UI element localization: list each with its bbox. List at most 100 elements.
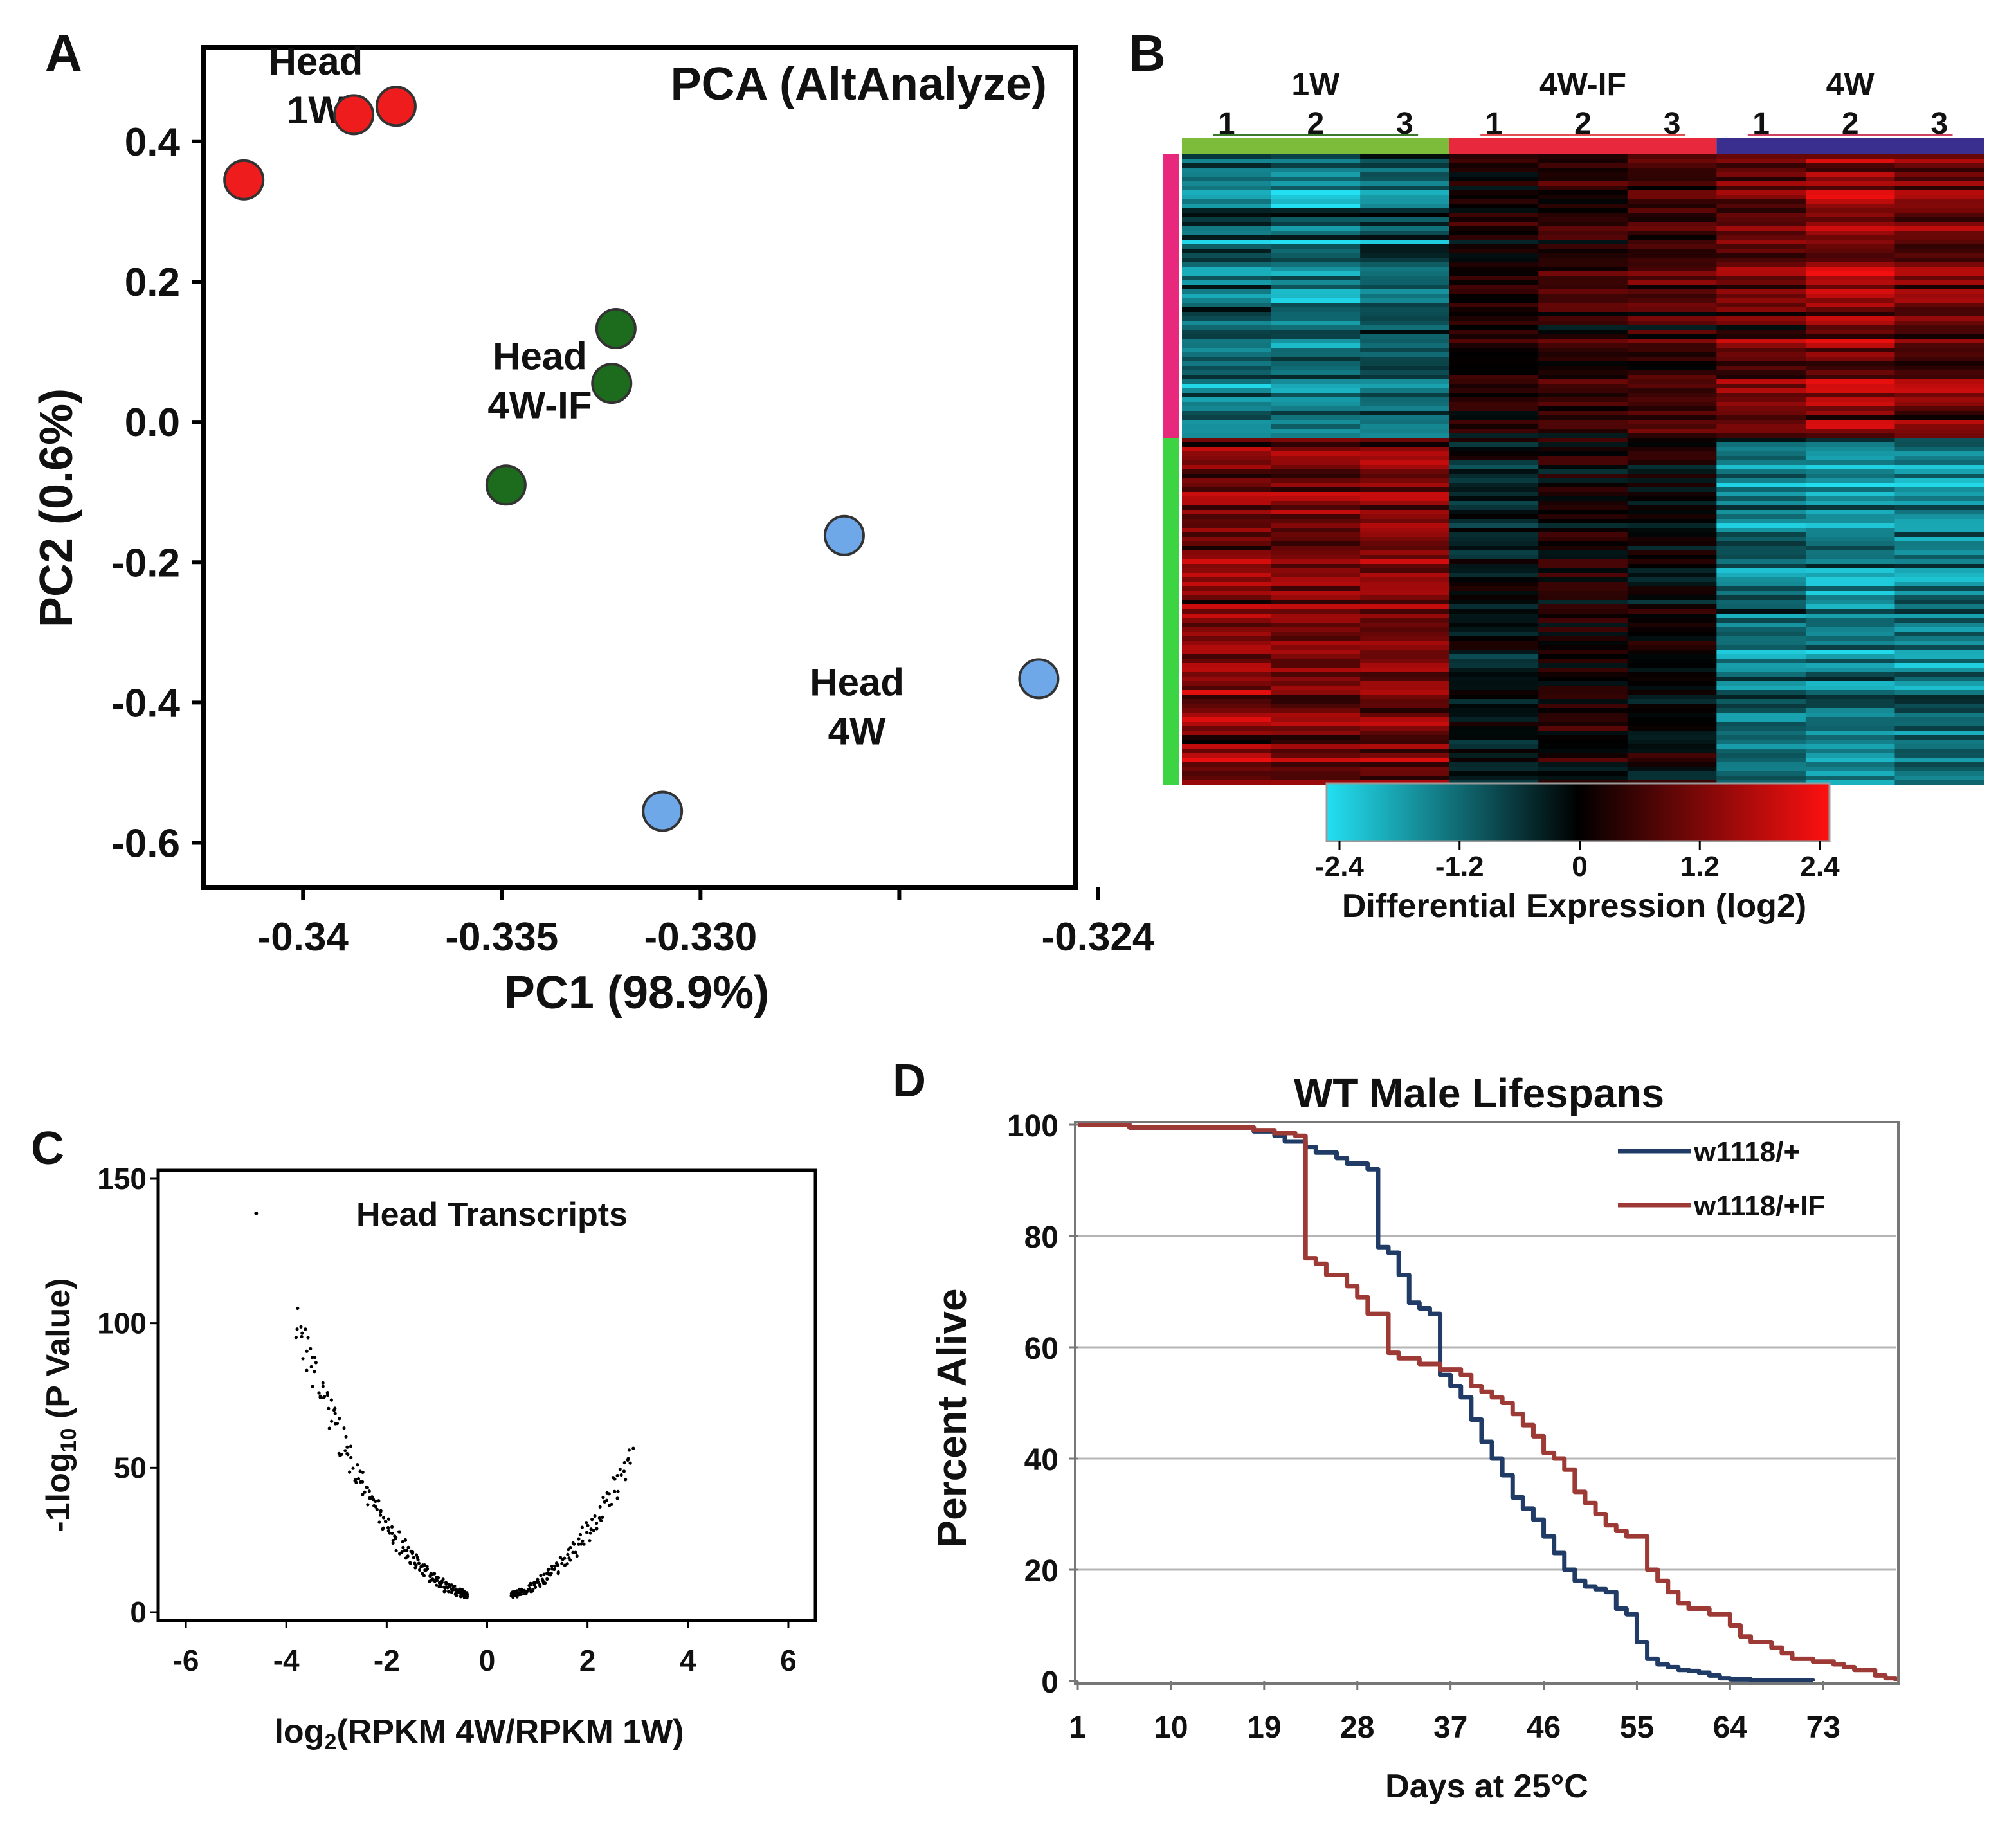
heatmap-cell xyxy=(1716,735,1806,740)
heatmap-cell xyxy=(1894,199,1984,205)
heatmap-cell xyxy=(1627,321,1717,326)
heatmap-cell xyxy=(1271,672,1361,677)
heatmap-cell xyxy=(1271,492,1361,497)
heatmap-cell xyxy=(1271,240,1361,245)
heatmap-cell xyxy=(1449,672,1539,677)
heatmap-cell xyxy=(1182,235,1272,241)
heatmap-cell xyxy=(1449,708,1539,713)
heatmap-cell xyxy=(1538,550,1628,556)
heatmap-cell xyxy=(1360,168,1450,173)
heatmap-cell xyxy=(1716,240,1806,245)
heatmap-cell xyxy=(1449,172,1539,177)
heatmap-cell xyxy=(1538,415,1628,421)
volcano-point xyxy=(552,1567,556,1572)
volcano-point xyxy=(444,1581,448,1585)
heatmap-cell xyxy=(1894,609,1984,614)
heatmap-cell xyxy=(1538,456,1628,461)
heatmap-cell xyxy=(1627,627,1717,632)
pca-y-label: PC2 (0.6%) xyxy=(31,388,82,628)
heatmap-cell xyxy=(1182,267,1272,272)
volcano-point xyxy=(539,1574,543,1577)
heatmap-cell xyxy=(1805,415,1896,421)
heatmap-cell xyxy=(1449,731,1539,736)
heatmap-cell xyxy=(1449,749,1539,754)
heatmap-cell xyxy=(1716,280,1806,286)
heatmap-cell xyxy=(1271,249,1361,254)
heatmap-cell xyxy=(1271,591,1361,596)
heatmap-cell xyxy=(1716,555,1806,560)
volcano-point xyxy=(556,1572,560,1576)
volcano-point xyxy=(367,1489,371,1493)
heatmap-cell xyxy=(1805,550,1896,556)
heatmap-cell xyxy=(1716,771,1806,776)
volcano-point xyxy=(565,1562,569,1566)
heatmap-cell xyxy=(1805,411,1896,416)
heatmap-cell xyxy=(1805,240,1896,245)
heatmap-cell xyxy=(1627,474,1717,479)
heatmap-cell xyxy=(1182,677,1272,682)
heatmap-cell xyxy=(1716,550,1806,556)
heatmap-cell xyxy=(1182,771,1272,776)
heatmap-cell xyxy=(1538,289,1628,295)
volcano-point xyxy=(417,1561,421,1565)
heatmap-cell xyxy=(1538,343,1628,349)
heatmap-cell xyxy=(1271,717,1361,722)
heatmap-cell xyxy=(1894,438,1984,443)
heatmap-cell xyxy=(1271,654,1361,659)
volcano-point xyxy=(604,1498,609,1502)
heatmap-cell xyxy=(1182,749,1272,754)
heatmap-cell xyxy=(1271,402,1361,407)
heatmap-cell xyxy=(1271,668,1361,673)
heatmap-cell xyxy=(1627,505,1717,511)
heatmap-cell xyxy=(1627,181,1717,186)
heatmap-cell xyxy=(1538,172,1628,177)
heatmap-cell xyxy=(1894,258,1984,263)
volcano-point xyxy=(356,1477,361,1481)
volcano-point xyxy=(325,1393,330,1397)
heatmap-cell xyxy=(1716,582,1806,587)
volcano-x-label: log2(RPKM 4W/RPKM 1W) xyxy=(274,1713,684,1754)
volcano-point xyxy=(622,1460,626,1465)
heatmap-cell xyxy=(1271,438,1361,443)
heatmap-cell xyxy=(1182,519,1272,524)
heatmap-cell xyxy=(1271,154,1361,159)
heatmap-cell xyxy=(1894,740,1984,745)
heatmap-cell xyxy=(1627,663,1717,668)
heatmap-cell xyxy=(1449,271,1539,277)
heatmap-cell xyxy=(1538,375,1628,380)
heatmap-cell xyxy=(1360,713,1450,718)
heatmap-cell xyxy=(1538,546,1628,551)
heatmap-cell xyxy=(1894,650,1984,655)
heatmap-cell xyxy=(1894,235,1984,241)
heatmap-cell xyxy=(1627,514,1717,520)
heatmap-cell xyxy=(1805,429,1896,434)
heatmap-cell xyxy=(1627,393,1717,398)
heatmap-cell xyxy=(1716,478,1806,484)
heatmap-cell xyxy=(1271,677,1361,682)
heatmap-cell xyxy=(1538,177,1628,182)
heatmap-cell xyxy=(1538,604,1628,610)
volcano-point xyxy=(378,1513,383,1517)
heatmap-cell xyxy=(1360,231,1450,236)
heatmap-cell xyxy=(1360,334,1450,340)
colorbar xyxy=(1325,782,1831,842)
heatmap-cell xyxy=(1627,303,1717,308)
volcano-point xyxy=(351,1466,355,1470)
heatmap-cell xyxy=(1271,623,1361,628)
heatmap-cell xyxy=(1538,339,1628,344)
heatmap-cell xyxy=(1716,573,1806,578)
heatmap-cell xyxy=(1182,163,1272,168)
volcano-point xyxy=(528,1586,532,1591)
pca-point xyxy=(642,790,684,832)
heatmap-cell xyxy=(1449,334,1539,340)
heatmap-cell xyxy=(1894,267,1984,272)
heatmap-cell xyxy=(1360,402,1450,407)
heatmap-cell xyxy=(1360,645,1450,650)
heatmap-cell xyxy=(1627,334,1717,340)
heatmap-cell xyxy=(1894,614,1984,619)
heatmap-cell xyxy=(1271,726,1361,731)
heatmap-cell xyxy=(1805,312,1896,317)
